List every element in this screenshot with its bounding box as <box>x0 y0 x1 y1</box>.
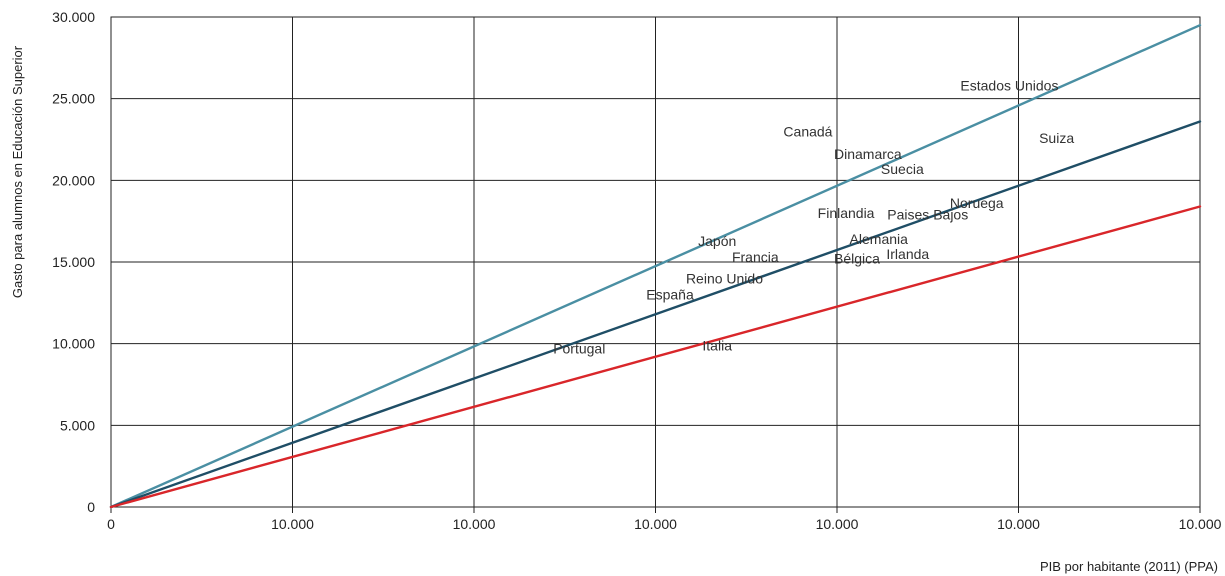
x-tick-label: 10.000 <box>271 516 314 532</box>
x-axis-label: PIB por habitante (2011) (PPA) <box>1040 559 1218 574</box>
grid <box>110 16 1201 513</box>
x-tick-label: 0 <box>107 516 115 532</box>
series-line-3 <box>109 205 1202 509</box>
country-label: Alemania <box>850 231 909 247</box>
country-label: Japón <box>698 233 736 249</box>
x-tick-label: 10.000 <box>1179 516 1222 532</box>
country-label: Noruega <box>950 195 1004 211</box>
tick-labels: 0 10.000 10.000 10.000 10.000 10.000 10.000 0 5.… <box>52 9 1221 532</box>
country-label: Suecia <box>881 161 924 177</box>
country-label: Canadá <box>783 123 832 139</box>
country-label: Paises Bajos <box>887 207 968 223</box>
y-tick-label: 5.000 <box>60 417 95 433</box>
series-lines <box>109 24 1202 509</box>
y-tick-label: 10.000 <box>52 336 95 352</box>
y-tick-label: 0 <box>87 499 95 515</box>
x-tick-label: 10.000 <box>453 516 496 532</box>
country-label: Irlanda <box>886 246 929 262</box>
country-labels: Estados Unidos Suiza CanadáDinamarcaSuecia… <box>553 78 1074 357</box>
x-tick-label: 10.000 <box>816 516 859 532</box>
y-tick-label: 25.000 <box>52 91 95 107</box>
country-label: Portugal <box>553 341 605 357</box>
country-label: Reino Unido <box>686 270 763 286</box>
x-tick-label: 10.000 <box>997 516 1040 532</box>
y-axis-label: Gasto para alumnos en Educación Superior <box>10 45 25 298</box>
country-label: Finlandia <box>818 205 875 221</box>
plot-frame <box>110 16 1201 508</box>
x-tick-label: 10.000 <box>634 516 677 532</box>
y-tick-label: 30.000 <box>52 9 95 25</box>
series-line-2 <box>109 120 1202 509</box>
country-label: Dinamarca <box>834 146 902 162</box>
country-label: Suiza <box>1039 130 1074 146</box>
country-label: Francia <box>732 249 779 265</box>
country-label: España <box>646 287 694 303</box>
series-line-1 <box>109 24 1202 509</box>
country-label: Bélgica <box>834 251 880 267</box>
y-tick-label: 20.000 <box>52 172 95 188</box>
y-tick-label: 15.000 <box>52 254 95 270</box>
country-label: Estados Unidos <box>960 78 1058 94</box>
country-label: Italia <box>702 337 732 353</box>
